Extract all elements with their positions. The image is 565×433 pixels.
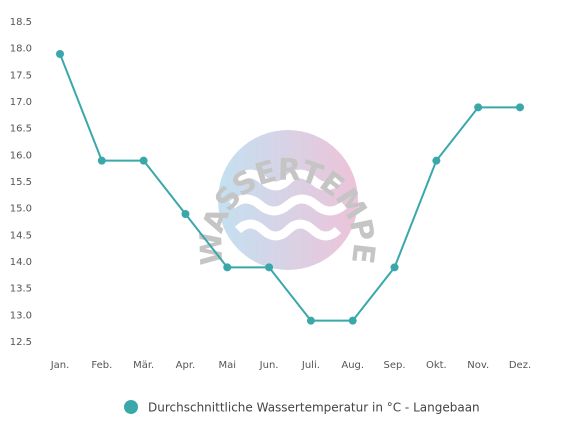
line <box>59 53 520 322</box>
point <box>390 263 399 272</box>
y-tick-label: 14.5 <box>10 230 32 241</box>
x-tick-label: Aug. <box>341 360 364 371</box>
x-tick-label: Jan. <box>50 360 70 371</box>
point <box>181 210 190 218</box>
y-tick-label: 13.5 <box>10 284 32 295</box>
y-tick-label: 14.0 <box>10 257 32 268</box>
x-tick-label: Mär. <box>133 360 154 371</box>
point <box>432 156 441 165</box>
y-tick-label: 17.0 <box>10 97 32 108</box>
point <box>223 263 232 272</box>
y-tick-label: 12.5 <box>10 337 32 348</box>
x-tick-label: Nov. <box>467 360 489 371</box>
y-tick-label: 16.5 <box>10 124 32 135</box>
legend-label: Durchschnittliche Wassertemperatur in °C… <box>148 401 480 415</box>
y-tick-label: 16.0 <box>10 150 32 161</box>
y-tick-label: 18.0 <box>10 44 32 55</box>
x-tick-label: Sep. <box>384 360 406 371</box>
y-tick-label: 15.0 <box>10 204 32 215</box>
y-tick-label: 13.0 <box>10 310 32 321</box>
legend-marker <box>124 400 138 414</box>
y-tick-label: 15.5 <box>10 177 32 188</box>
y-tick-label: 18.5 <box>10 17 32 28</box>
point <box>97 156 106 165</box>
point <box>306 316 315 325</box>
x-tick-label: Juli. <box>301 360 320 371</box>
point <box>516 103 524 112</box>
x-tick-label: Okt. <box>426 360 447 371</box>
point <box>348 316 357 325</box>
x-tick-label: Jun. <box>259 360 279 371</box>
x-tick-label: Mai <box>218 360 236 371</box>
point <box>56 50 64 58</box>
point <box>139 156 148 165</box>
x-tick-label: Feb. <box>91 360 112 371</box>
x-tick-label: Dez. <box>509 360 531 371</box>
point <box>265 263 274 272</box>
watermark: WASSERTEMPERATUR.ORG <box>0 0 380 270</box>
point <box>474 103 483 112</box>
y-tick-label: 17.5 <box>10 70 32 81</box>
x-tick-label: Apr. <box>176 360 196 371</box>
